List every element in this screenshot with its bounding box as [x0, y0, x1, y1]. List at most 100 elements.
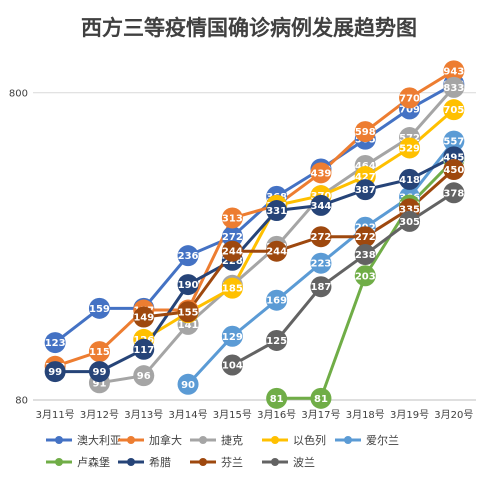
data-point	[354, 121, 376, 143]
legend-label: 爱尔兰	[366, 434, 399, 447]
data-label: 557	[443, 137, 464, 148]
series-line-6	[55, 155, 455, 374]
data-point	[177, 245, 199, 267]
x-tick-label: 3月15号	[213, 409, 252, 421]
data-label: 190	[178, 280, 199, 291]
data-point	[44, 332, 66, 354]
data-label: 331	[266, 206, 287, 217]
data-point	[88, 297, 110, 319]
data-label: 705	[443, 105, 464, 116]
x-tick-label: 3月14号	[169, 409, 208, 421]
data-point	[266, 387, 288, 409]
data-label: 709	[399, 104, 420, 115]
legend-swatch-marker	[55, 458, 63, 466]
data-point	[443, 76, 465, 98]
data-label: 223	[311, 259, 332, 270]
data-point	[221, 354, 243, 376]
legend-swatch-marker	[271, 458, 279, 466]
data-point	[399, 137, 421, 159]
legend-label: 希腊	[149, 455, 171, 469]
data-label: 244	[266, 247, 287, 258]
data-label: 155	[178, 307, 199, 318]
data-point	[443, 182, 465, 204]
legend-label: 以色列	[293, 433, 326, 447]
data-point	[443, 60, 465, 82]
legend-swatch-marker	[271, 436, 279, 444]
data-label: 185	[222, 284, 243, 295]
data-point	[399, 168, 421, 190]
data-point	[354, 179, 376, 201]
legend-item: 澳大利亚	[46, 433, 121, 447]
data-label: 529	[399, 143, 420, 154]
data-label: 81	[314, 394, 328, 405]
data-point	[221, 207, 243, 229]
data-label: 123	[45, 338, 66, 349]
data-label: 125	[266, 336, 287, 347]
legend-label: 捷克	[221, 433, 243, 447]
data-point	[354, 244, 376, 266]
data-label: 141	[178, 320, 199, 331]
data-point	[266, 289, 288, 311]
data-label: 238	[355, 250, 376, 261]
data-label: 272	[355, 232, 376, 243]
legend-swatch-marker	[199, 458, 207, 466]
data-label: 833	[443, 83, 464, 94]
x-tick-label: 3月20号	[434, 409, 473, 421]
data-point	[310, 194, 332, 216]
data-label: 91	[92, 378, 106, 389]
x-tick-label: 3月18号	[346, 409, 385, 421]
data-label: 99	[48, 367, 62, 378]
data-label: 90	[181, 380, 195, 391]
data-label: 272	[311, 232, 332, 243]
data-point	[88, 341, 110, 363]
data-point	[44, 361, 66, 383]
legend-label: 卢森堡	[77, 455, 110, 469]
data-point	[310, 387, 332, 409]
data-label: 81	[270, 394, 284, 405]
data-label: 203	[355, 271, 376, 282]
legend-item: 卢森堡	[46, 455, 110, 469]
legend-label: 芬兰	[221, 456, 243, 469]
data-point	[221, 277, 243, 299]
data-label: 117	[133, 345, 154, 356]
data-label: 378	[443, 188, 464, 199]
legend-label: 澳大利亚	[77, 433, 121, 447]
legend-label: 加拿大	[149, 433, 182, 447]
legend-label: 波兰	[293, 456, 315, 469]
data-label: 129	[222, 332, 243, 343]
data-point	[354, 265, 376, 287]
data-label: 387	[355, 185, 376, 196]
data-label: 96	[137, 371, 151, 382]
data-point	[443, 159, 465, 181]
x-tick-label: 3月17号	[301, 409, 340, 421]
data-point	[221, 325, 243, 347]
legend-item: 以色列	[262, 433, 326, 447]
data-label: 236	[178, 251, 199, 262]
legend-swatch-marker	[344, 436, 352, 444]
legend-swatch-marker	[199, 436, 207, 444]
data-label: 305	[399, 217, 420, 228]
data-label: 244	[222, 247, 243, 258]
data-point	[133, 365, 155, 387]
data-point	[443, 130, 465, 152]
data-point	[354, 226, 376, 248]
data-point	[221, 240, 243, 262]
data-point	[310, 276, 332, 298]
data-point	[177, 301, 199, 323]
data-point	[399, 87, 421, 109]
data-label: 169	[266, 296, 287, 307]
data-label: 149	[133, 313, 154, 324]
legend-item: 捷克	[190, 433, 243, 447]
data-label: 159	[89, 304, 110, 315]
x-tick-label: 3月12号	[80, 409, 119, 421]
data-point	[177, 373, 199, 395]
x-tick-label: 3月16号	[257, 409, 296, 421]
data-label: 439	[311, 168, 332, 179]
data-point	[310, 226, 332, 248]
data-label: 115	[89, 347, 110, 358]
data-label: 450	[443, 165, 464, 176]
data-point	[266, 200, 288, 222]
legend-swatch-marker	[127, 458, 135, 466]
